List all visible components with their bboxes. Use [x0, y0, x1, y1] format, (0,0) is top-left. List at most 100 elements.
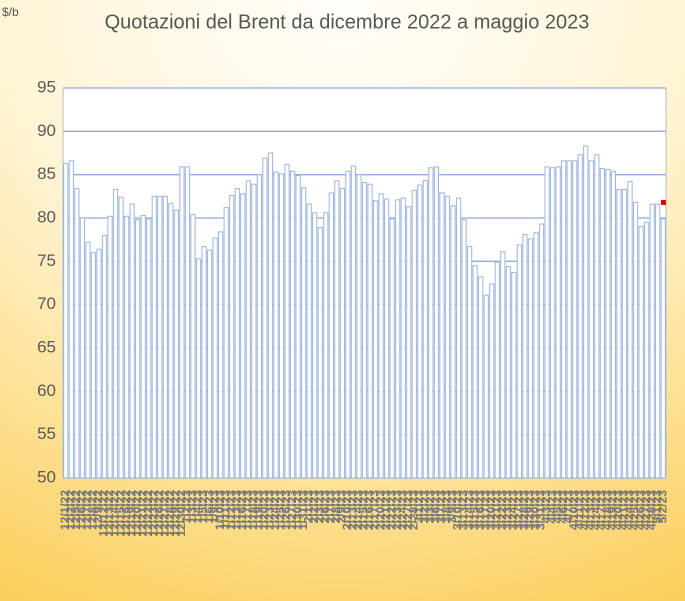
- x-tick-label: 1/26/23: [279, 490, 293, 530]
- bar: [527, 238, 534, 479]
- y-tick-label: 55: [37, 424, 56, 443]
- bar: [317, 227, 323, 479]
- x-tick-label: 12/13/22: [102, 490, 116, 537]
- x-tick-label: 2/16/23: [362, 490, 376, 530]
- bar: [284, 163, 290, 479]
- x-tick-label: 2/21/23: [379, 490, 393, 530]
- bar: [516, 244, 523, 479]
- x-tick-label: 1/2/23: [180, 490, 194, 524]
- x-tick-label: 3/14/23: [462, 490, 476, 530]
- bar: [478, 276, 484, 479]
- x-tick-label: 12/6/22: [75, 490, 89, 530]
- bar: [195, 258, 202, 479]
- x-tick-label: 4/7/23: [561, 490, 575, 524]
- y-tick-label: 65: [37, 337, 56, 356]
- bar: [549, 167, 556, 479]
- bar: [85, 241, 91, 479]
- x-tick-label: 1/3/23: [185, 490, 199, 524]
- x-tick-label: 3/24/23: [506, 490, 520, 530]
- x-tick-label: 12/29/22: [169, 490, 183, 537]
- bar: [312, 212, 318, 479]
- bar: [644, 221, 650, 479]
- x-tick-label: 3/6/23: [429, 490, 443, 524]
- x-tick-label: 4/19/23: [606, 490, 620, 530]
- x-tick-label: 4/11/23: [572, 490, 586, 530]
- x-tick-label: 3/16/23: [473, 490, 487, 530]
- bar: [572, 160, 578, 479]
- bar: [367, 183, 373, 479]
- bar: [63, 162, 69, 479]
- x-tick-label: 1/4/23: [191, 490, 205, 524]
- x-tick-label: 5/1/23: [650, 490, 664, 524]
- x-tick-label: 1/19/23: [252, 490, 266, 530]
- bar: [140, 214, 146, 479]
- bar: [500, 251, 506, 479]
- bar: [184, 166, 191, 479]
- x-tick-label: 4/21/23: [617, 490, 631, 530]
- x-tick-label: 2/22/23: [384, 490, 398, 530]
- bar: [588, 160, 594, 479]
- x-tick-label: 12/1/22: [58, 490, 72, 530]
- bar: [467, 246, 473, 479]
- x-tick-label: 3/10/23: [451, 490, 465, 530]
- bar: [544, 166, 550, 479]
- bar: [384, 198, 390, 479]
- x-tick-label: 2/14/23: [351, 490, 365, 530]
- x-tick-label: 2/23/23: [390, 490, 404, 530]
- bar: [146, 218, 152, 479]
- bar: [256, 174, 262, 479]
- bar: [417, 184, 423, 479]
- x-tick-label: 4/20/23: [611, 490, 625, 530]
- bar: [555, 166, 561, 479]
- bar: [334, 180, 340, 479]
- y-tick-label: 75: [37, 251, 56, 270]
- x-tick-label: 4/28/23: [644, 490, 658, 530]
- bar: [212, 237, 218, 479]
- x-tick-label: 4/24/23: [622, 490, 636, 530]
- x-tick-label: 3/20/23: [484, 490, 498, 530]
- bar: [511, 272, 517, 479]
- bar: [157, 195, 163, 479]
- bar: [610, 170, 617, 479]
- bar: [135, 219, 141, 479]
- bar: [577, 154, 583, 479]
- x-tick-label: 3/15/23: [467, 490, 481, 530]
- bar: [107, 215, 113, 479]
- x-tick-label: 3/13/23: [456, 490, 470, 530]
- bar: [68, 160, 74, 479]
- bar: [489, 283, 495, 479]
- bar: [229, 194, 235, 479]
- x-tick-label: 1/10/23: [213, 490, 227, 530]
- bar: [649, 203, 655, 479]
- x-tick-label: 4/6/23: [556, 490, 570, 524]
- x-tick-label: 4/4/23: [545, 490, 559, 524]
- bar: [350, 165, 357, 479]
- bar: [112, 188, 119, 479]
- bar: [124, 215, 130, 479]
- x-tick-label: 2/2/23: [307, 490, 321, 524]
- bar: [129, 203, 135, 479]
- x-tick-label: 3/23/23: [501, 490, 515, 530]
- x-tick-label: 4/10/23: [567, 490, 581, 530]
- bar: [79, 217, 85, 479]
- y-tick-label: 70: [37, 294, 56, 313]
- x-tick-label: 1/27/23: [285, 490, 299, 530]
- x-tick-label: 1/30/23: [290, 490, 304, 530]
- x-tick-label: 3/3/23: [423, 490, 437, 524]
- bar: [361, 181, 368, 479]
- x-tick-label: 1/6/23: [202, 490, 216, 524]
- bar: [273, 171, 279, 479]
- x-tick-label: 4/12/23: [578, 490, 592, 530]
- bar: [74, 188, 80, 479]
- x-tick-label: 3/31/23: [534, 490, 548, 530]
- chart-title: Quotazioni del Brent da dicembre 2022 a …: [105, 11, 590, 33]
- x-tick-label: 1/20/23: [257, 490, 271, 530]
- x-tick-label: 3/22/23: [495, 490, 509, 530]
- bar: [345, 170, 351, 479]
- x-tick-label: 2/10/23: [340, 490, 354, 530]
- marker: [661, 199, 666, 205]
- x-tick-label: 1/16/23: [235, 490, 249, 530]
- bar: [295, 175, 301, 479]
- x-tick-label: 12/12/22: [97, 490, 111, 537]
- bar: [234, 188, 240, 479]
